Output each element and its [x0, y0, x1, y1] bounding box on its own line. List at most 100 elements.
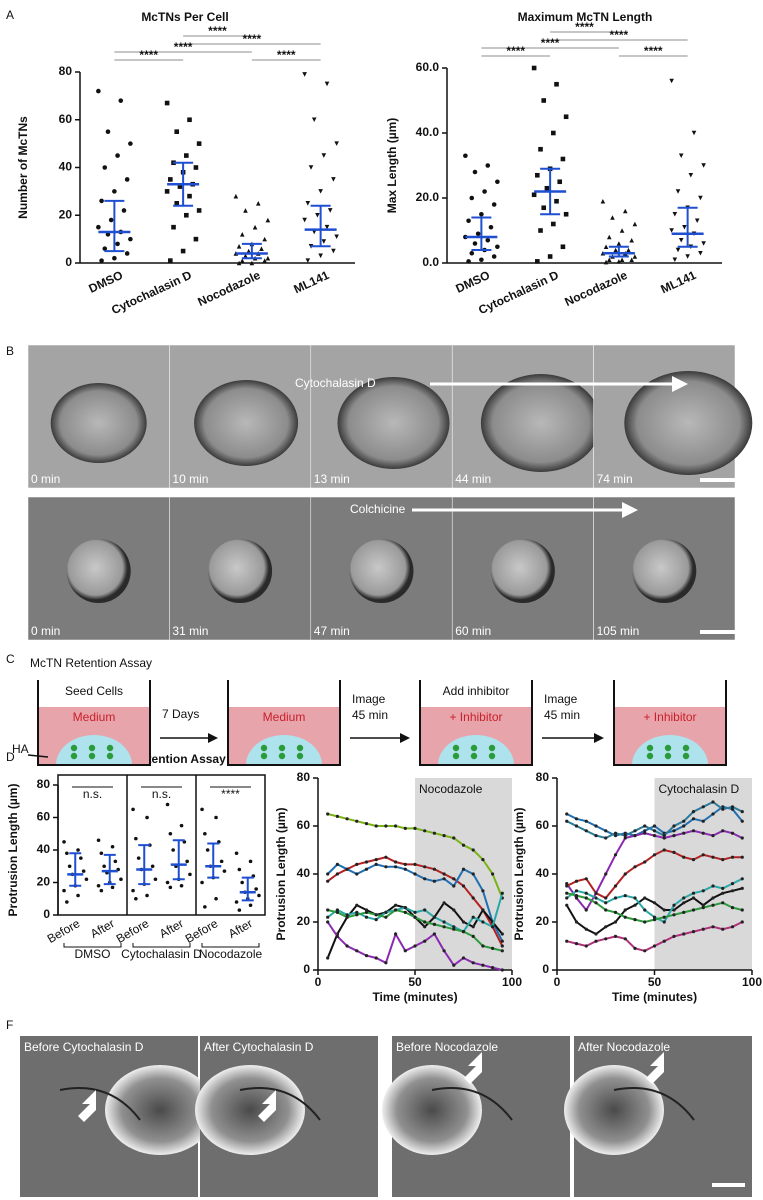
pointer-arrow [464, 1052, 482, 1084]
point [616, 241, 622, 246]
point [463, 153, 468, 159]
point [495, 244, 500, 250]
point [541, 205, 547, 211]
vertex [574, 817, 579, 821]
point [257, 893, 261, 898]
point [214, 896, 218, 901]
vertex [394, 860, 398, 864]
vertex [701, 889, 705, 893]
point [168, 885, 173, 890]
panel-label: C [6, 652, 15, 666]
y-tick-label: 80 [59, 64, 73, 78]
time-label: 60 min [455, 624, 491, 638]
vertex [335, 934, 339, 939]
point [675, 247, 681, 253]
point [219, 859, 224, 864]
vertex [691, 908, 696, 912]
step-arrow-head [400, 733, 410, 743]
well-wall [419, 680, 533, 766]
vertex [672, 834, 676, 838]
vertex [452, 927, 456, 931]
step-label: 45 min [544, 708, 580, 722]
vertex [432, 922, 436, 927]
time-label: 74 min [597, 472, 633, 486]
vertex [633, 829, 637, 833]
point [185, 859, 189, 864]
point [479, 257, 484, 263]
significance: **** [610, 28, 629, 42]
vertex [584, 829, 588, 833]
vertex [730, 906, 735, 910]
point [262, 236, 267, 242]
significance: **** [575, 20, 594, 34]
vertex [740, 920, 744, 924]
medium-label: + Inhibitor [643, 710, 696, 724]
vertex [442, 872, 446, 876]
vertex [721, 807, 725, 811]
point [560, 156, 566, 162]
vertex [335, 910, 339, 915]
vertex [721, 858, 725, 862]
y-axis-label: Number of McTNs [16, 116, 30, 219]
point [324, 81, 330, 87]
vertex [423, 939, 427, 943]
vertex [691, 810, 696, 814]
point [243, 208, 248, 213]
vertex [442, 834, 446, 838]
point [632, 221, 638, 227]
vertex [682, 819, 686, 823]
point [96, 838, 101, 843]
treatment-shade [415, 778, 512, 970]
vertex [623, 872, 627, 876]
y-tick-label: 40.0 [416, 125, 440, 139]
point [239, 232, 245, 237]
significance: **** [644, 44, 663, 58]
point [311, 117, 317, 123]
point [203, 831, 207, 836]
point [171, 224, 176, 230]
point [145, 815, 149, 820]
vertex [652, 915, 657, 919]
vertex [364, 908, 369, 912]
vertex [594, 824, 598, 828]
vertex [643, 908, 647, 912]
well-wall [37, 680, 151, 766]
vertex [613, 853, 618, 857]
vertex [721, 829, 725, 833]
point [531, 192, 537, 198]
point [236, 243, 242, 249]
vertex [442, 949, 446, 953]
vertex [643, 920, 647, 924]
point [606, 234, 612, 240]
vertex [633, 903, 637, 907]
x-tick-label: DMSO [86, 268, 125, 296]
vertex [452, 908, 456, 912]
vertex [423, 925, 427, 929]
vertex [374, 824, 378, 828]
point [265, 255, 271, 261]
group-label: Cytochalasin D [121, 947, 202, 961]
cell-dot [70, 744, 78, 752]
vertex [335, 814, 339, 819]
point [678, 237, 684, 243]
chart-title: McTNs Per Cell [141, 10, 228, 24]
significance: **** [221, 787, 240, 801]
point [62, 888, 66, 893]
point [177, 184, 183, 189]
point [626, 247, 631, 253]
cell-dot [106, 752, 114, 760]
vertex [384, 961, 388, 965]
point [254, 887, 258, 891]
vertex [335, 908, 339, 912]
vertex [394, 903, 398, 907]
point [334, 234, 339, 240]
vertex [481, 944, 485, 948]
vertex [384, 915, 388, 919]
vertex [481, 889, 485, 893]
point [96, 224, 101, 230]
vertex [491, 872, 495, 876]
vertex [633, 865, 637, 869]
vertex [413, 944, 417, 948]
point [321, 239, 327, 244]
cell-dot [70, 752, 78, 760]
